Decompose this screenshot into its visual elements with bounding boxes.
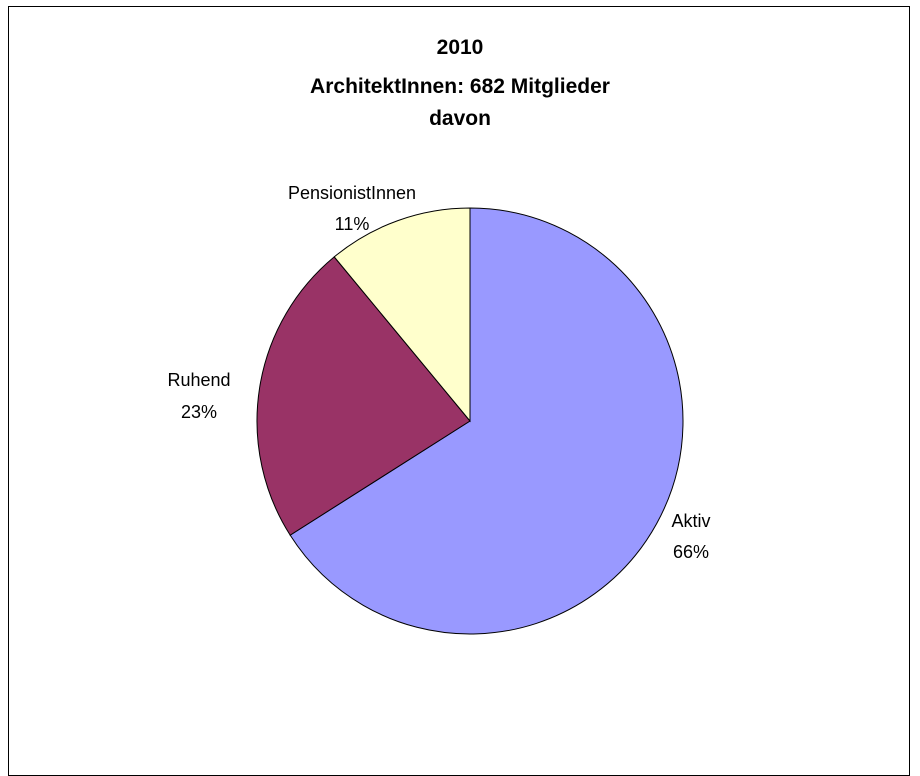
slice-percent-ruhend: 23% [181, 402, 217, 422]
pie-slice-ruhend [256, 256, 471, 536]
pie-slice-pensionistinnen [333, 207, 471, 423]
slice-label-pensionistinnen: PensionistInnen [288, 183, 416, 203]
slice-label-aktiv: Aktiv [671, 511, 710, 531]
slice-label-ruhend: Ruhend [167, 370, 230, 390]
chart-title-line-2: ArchitektInnen: 682 Mitglieder [310, 75, 610, 98]
slice-percent-aktiv: 66% [673, 542, 709, 562]
chart-title-line-1: 2010 [436, 36, 484, 59]
slice-percent-pensionistinnen: 11% [335, 214, 370, 234]
chart-title-line-3: davon [429, 107, 491, 130]
pie-slice-aktiv [289, 207, 684, 635]
